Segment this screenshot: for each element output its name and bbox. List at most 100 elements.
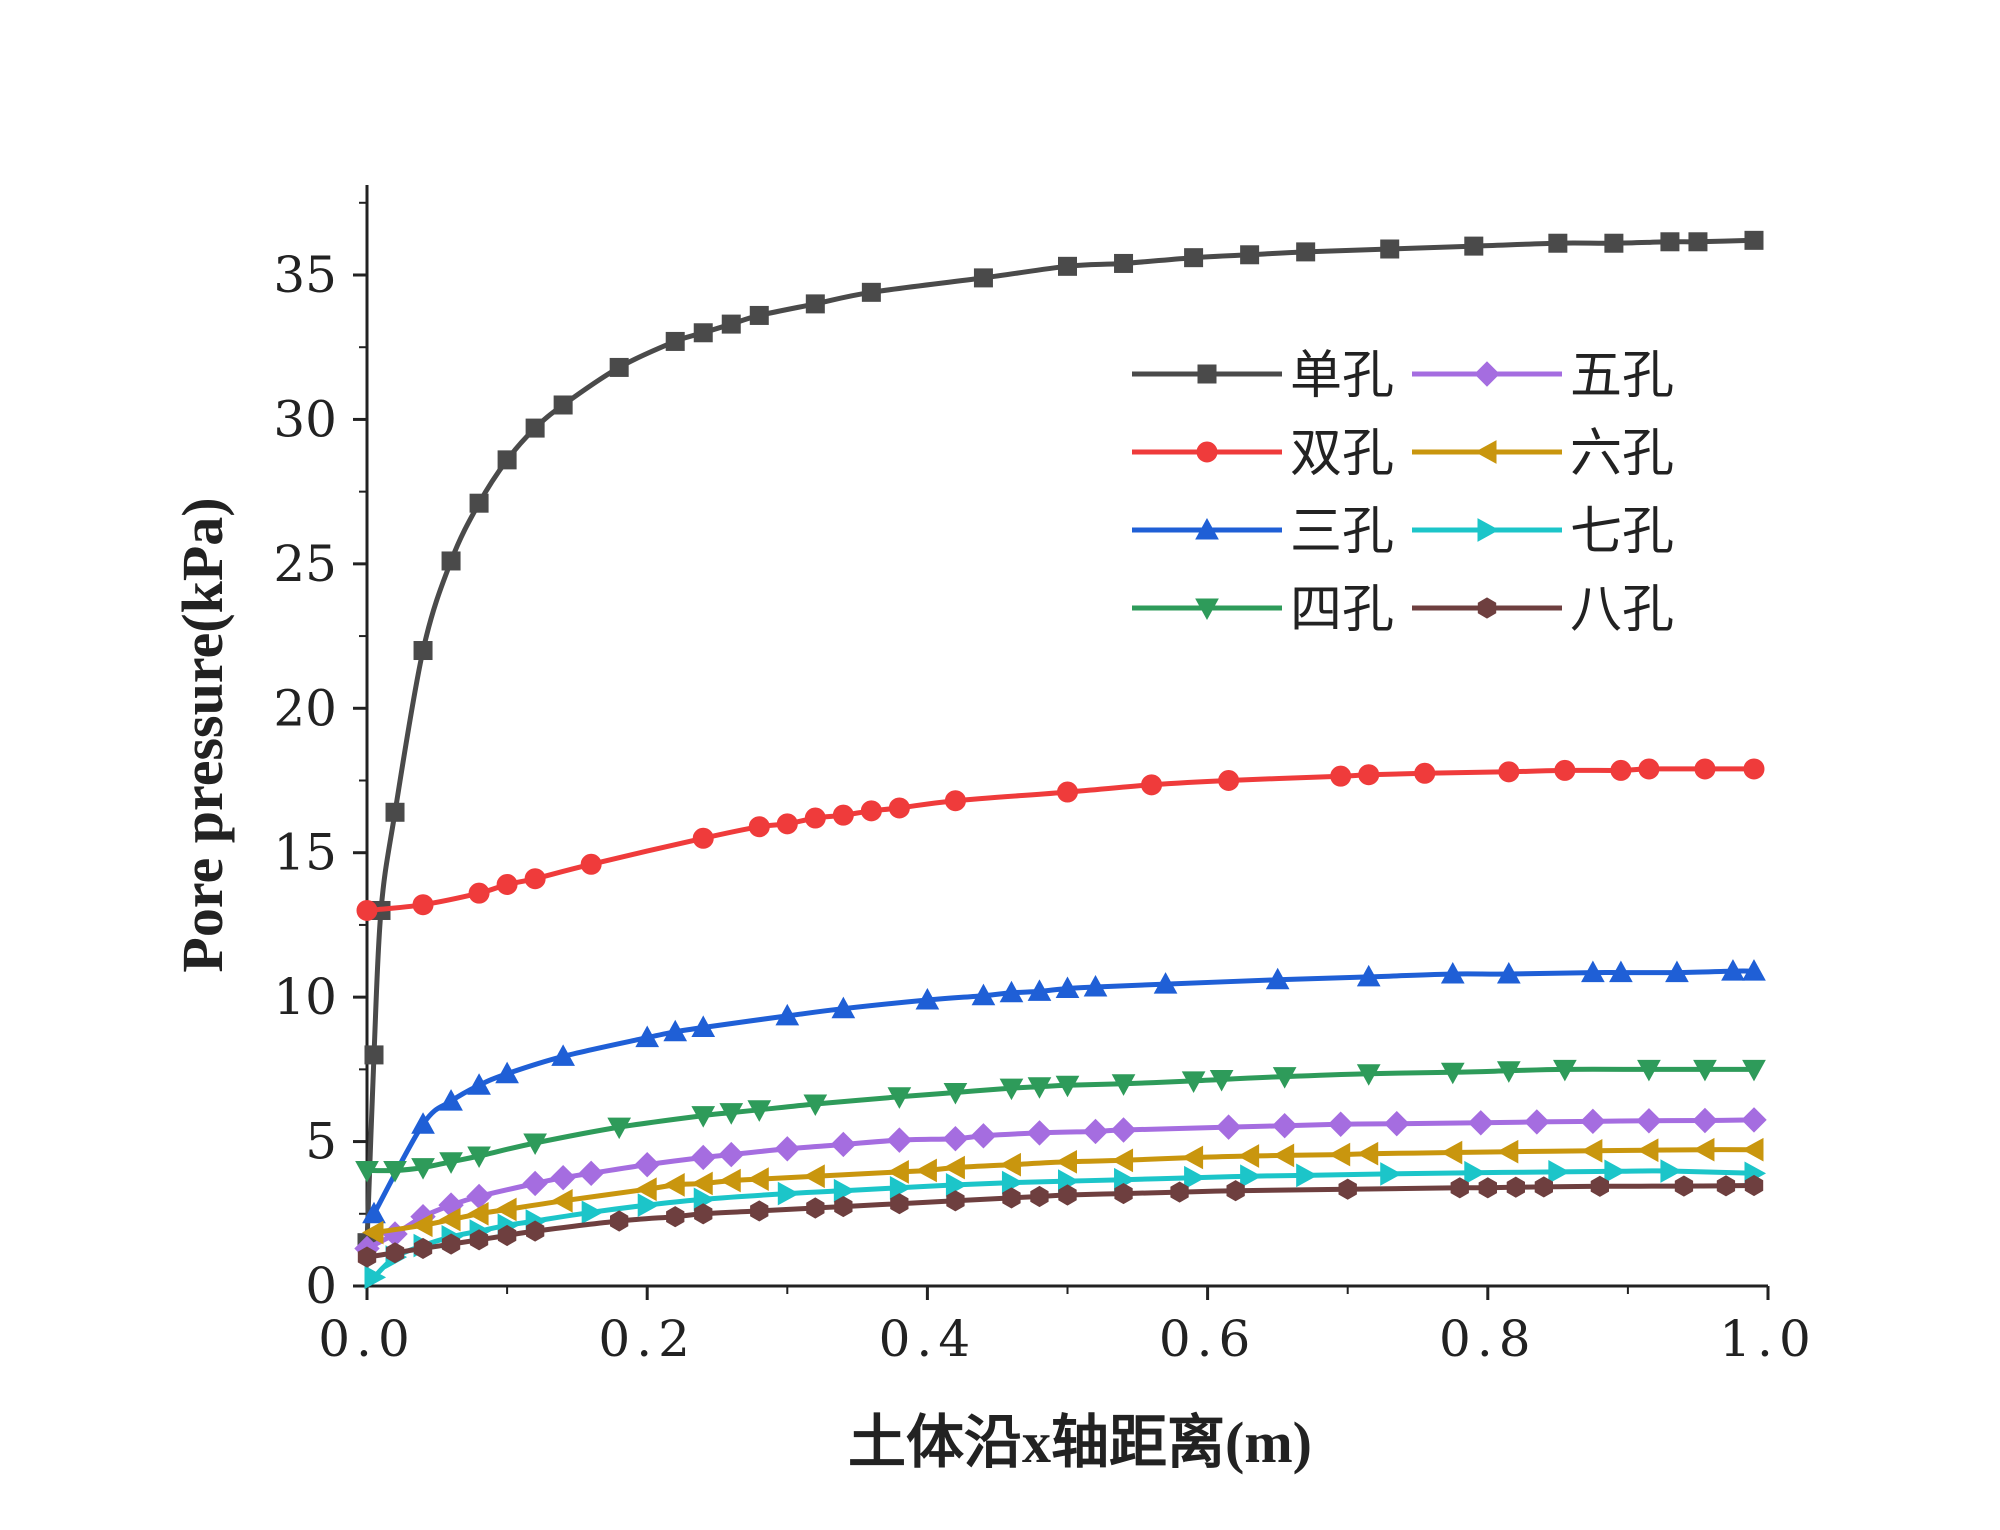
data-point xyxy=(495,1197,517,1222)
y-tick-label: 10 xyxy=(273,968,337,1026)
data-point xyxy=(1692,1107,1718,1134)
data-point xyxy=(663,1173,685,1197)
data-point xyxy=(943,1082,968,1105)
data-point xyxy=(719,1168,741,1193)
data-point xyxy=(1181,1145,1204,1170)
data-point xyxy=(1440,1140,1463,1165)
data-point xyxy=(666,1206,685,1228)
data-point xyxy=(691,1171,713,1196)
y-tick-label: 35 xyxy=(273,246,337,304)
data-point xyxy=(523,1133,547,1156)
data-point xyxy=(467,1146,491,1169)
data-point xyxy=(803,1164,825,1189)
data-point xyxy=(692,827,714,849)
data-point xyxy=(1496,1139,1519,1164)
data-point xyxy=(1271,1112,1298,1139)
data-point xyxy=(469,1229,489,1251)
data-point xyxy=(1534,1176,1553,1198)
data-point xyxy=(721,314,741,334)
data-point xyxy=(804,807,826,829)
data-point xyxy=(525,418,545,438)
data-point xyxy=(1464,236,1484,256)
data-point xyxy=(1082,1118,1109,1145)
data-point xyxy=(1674,1175,1694,1197)
data-point xyxy=(1296,1163,1318,1188)
x-tick-label: 0.8 xyxy=(1439,1310,1537,1368)
data-point xyxy=(890,1193,909,1215)
data-point xyxy=(1356,1064,1381,1086)
data-point xyxy=(803,1094,828,1117)
data-point xyxy=(1002,1187,1021,1209)
data-point xyxy=(860,800,882,822)
data-point xyxy=(834,1196,853,1218)
axes: 0 5 10 15 20 25 30 35 0.0 0.2 0.4 0.6 0.8 1.0 xyxy=(273,185,1817,1368)
data-point xyxy=(1450,1177,1469,1199)
y-axis-title: Pore pressure(kPa) xyxy=(170,497,235,972)
data-point xyxy=(971,983,996,1006)
data-point xyxy=(886,1127,913,1153)
data-point xyxy=(1506,1176,1525,1198)
data-point xyxy=(1548,233,1568,253)
data-point xyxy=(945,1173,968,1197)
data-point xyxy=(888,797,910,819)
data-point xyxy=(690,1144,716,1171)
data-point xyxy=(1240,1164,1262,1189)
data-point xyxy=(1464,1160,1486,1185)
data-point xyxy=(665,331,685,351)
data-point xyxy=(1356,1141,1379,1166)
data-point xyxy=(357,1246,377,1268)
data-point xyxy=(1184,1165,1206,1190)
legend-item: 五孔 xyxy=(1412,346,1674,406)
data-point xyxy=(1609,960,1633,983)
data-point xyxy=(467,1201,489,1226)
data-point xyxy=(1384,1110,1410,1137)
series-2 xyxy=(356,758,1765,921)
legend-marker xyxy=(1196,441,1218,463)
y-tick-label: 0 xyxy=(305,1257,337,1315)
data-point xyxy=(747,1100,772,1122)
data-point xyxy=(1688,232,1708,252)
data-point xyxy=(635,1177,657,1202)
data-point xyxy=(942,1125,969,1152)
data-point xyxy=(1153,972,1178,994)
legend-item: 三孔 xyxy=(1132,502,1394,562)
data-point xyxy=(1524,1109,1550,1135)
data-point xyxy=(522,1170,548,1197)
legend-label: 七孔 xyxy=(1570,502,1674,562)
data-point xyxy=(1741,1107,1767,1133)
data-point xyxy=(364,1045,384,1065)
data-point xyxy=(946,1190,965,1212)
data-point xyxy=(553,395,573,415)
x-tick-label: 0.0 xyxy=(318,1310,416,1368)
data-point xyxy=(1610,759,1632,781)
data-point xyxy=(832,804,854,826)
data-point xyxy=(831,996,856,1019)
data-point xyxy=(364,1265,387,1290)
data-point xyxy=(1548,1160,1570,1184)
data-point xyxy=(1338,1178,1357,1200)
legend-marker xyxy=(1195,598,1219,621)
x-tick-label: 0.6 xyxy=(1159,1310,1257,1368)
data-point xyxy=(1665,960,1689,983)
legend-label: 三孔 xyxy=(1290,502,1394,562)
series-1 xyxy=(357,230,1764,1253)
data-point xyxy=(439,1089,463,1111)
data-point xyxy=(718,1141,744,1168)
legend-item: 六孔 xyxy=(1412,424,1674,484)
data-point xyxy=(915,987,940,1010)
data-point xyxy=(609,357,629,377)
data-point xyxy=(411,1213,433,1238)
series-lines xyxy=(354,230,1767,1290)
data-point xyxy=(1744,230,1764,250)
data-point xyxy=(551,1188,573,1213)
data-point xyxy=(999,1152,1021,1177)
x-tick-label: 1.0 xyxy=(1719,1310,1817,1368)
data-point xyxy=(383,1160,407,1183)
legend-item: 单孔 xyxy=(1132,346,1394,406)
data-point xyxy=(1440,961,1465,984)
data-point xyxy=(1184,248,1204,268)
legend-marker xyxy=(1477,518,1500,542)
data-point xyxy=(663,1019,688,1042)
data-point xyxy=(1716,1175,1736,1197)
